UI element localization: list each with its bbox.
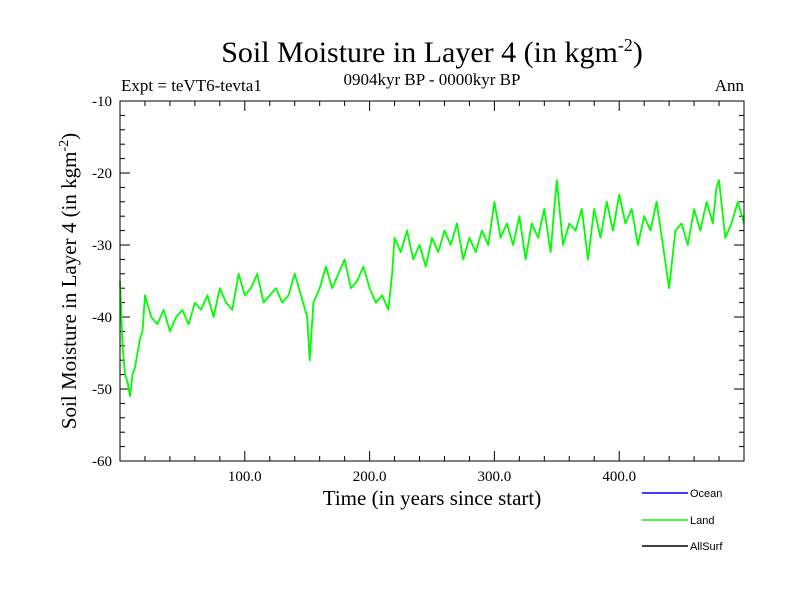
y-tick-label: -50 — [92, 382, 112, 398]
y-tick-label: -30 — [92, 238, 112, 254]
y-tick-label: -20 — [92, 166, 112, 182]
x-tick-label: 200.0 — [353, 469, 387, 485]
x-axis-label: Time (in years since start) — [323, 486, 542, 510]
chart-title-main: Soil Moisture in Layer 4 (in kgm — [221, 36, 618, 69]
chart-title: Soil Moisture in Layer 4 (in kgm-2) — [221, 35, 643, 69]
chart-title-close: ) — [633, 36, 643, 69]
legend-label-land: Land — [690, 515, 714, 527]
y-axis-label-main: Soil Moisture in Layer 4 (in kgm — [57, 152, 81, 430]
experiment-label: Expt = teVT6-tevta1 — [121, 76, 262, 95]
time-range-label: 0904kyr BP - 0000kyr BP — [344, 70, 521, 89]
legend: Ocean Land AllSurf — [642, 488, 723, 553]
chart-title-exponent: -2 — [618, 35, 633, 55]
y-axis-label-close: ) — [57, 133, 81, 140]
legend-label-ocean: Ocean — [690, 488, 722, 500]
y-tick-label: -40 — [92, 310, 112, 326]
season-label: Ann — [715, 76, 745, 95]
x-axis-ticks: 100.0 200.0 300.0 400.0 — [144, 101, 720, 485]
y-tick-label: -60 — [92, 454, 112, 470]
plot-frame — [119, 100, 745, 462]
x-tick-label: 300.0 — [478, 469, 512, 485]
y-axis-label: Soil Moisture in Layer 4 (in kgm-2) — [57, 133, 81, 429]
y-tick-label: -10 — [92, 94, 112, 110]
y-axis-ticks: -60 -50 -40 -30 -20 -10 — [92, 94, 744, 470]
legend-label-allsurf: AllSurf — [690, 541, 723, 553]
x-tick-label: 400.0 — [602, 469, 636, 485]
x-tick-label: 100.0 — [228, 469, 262, 485]
y-axis-label-exponent: -2 — [57, 140, 72, 152]
series-line-land — [119, 179, 745, 398]
